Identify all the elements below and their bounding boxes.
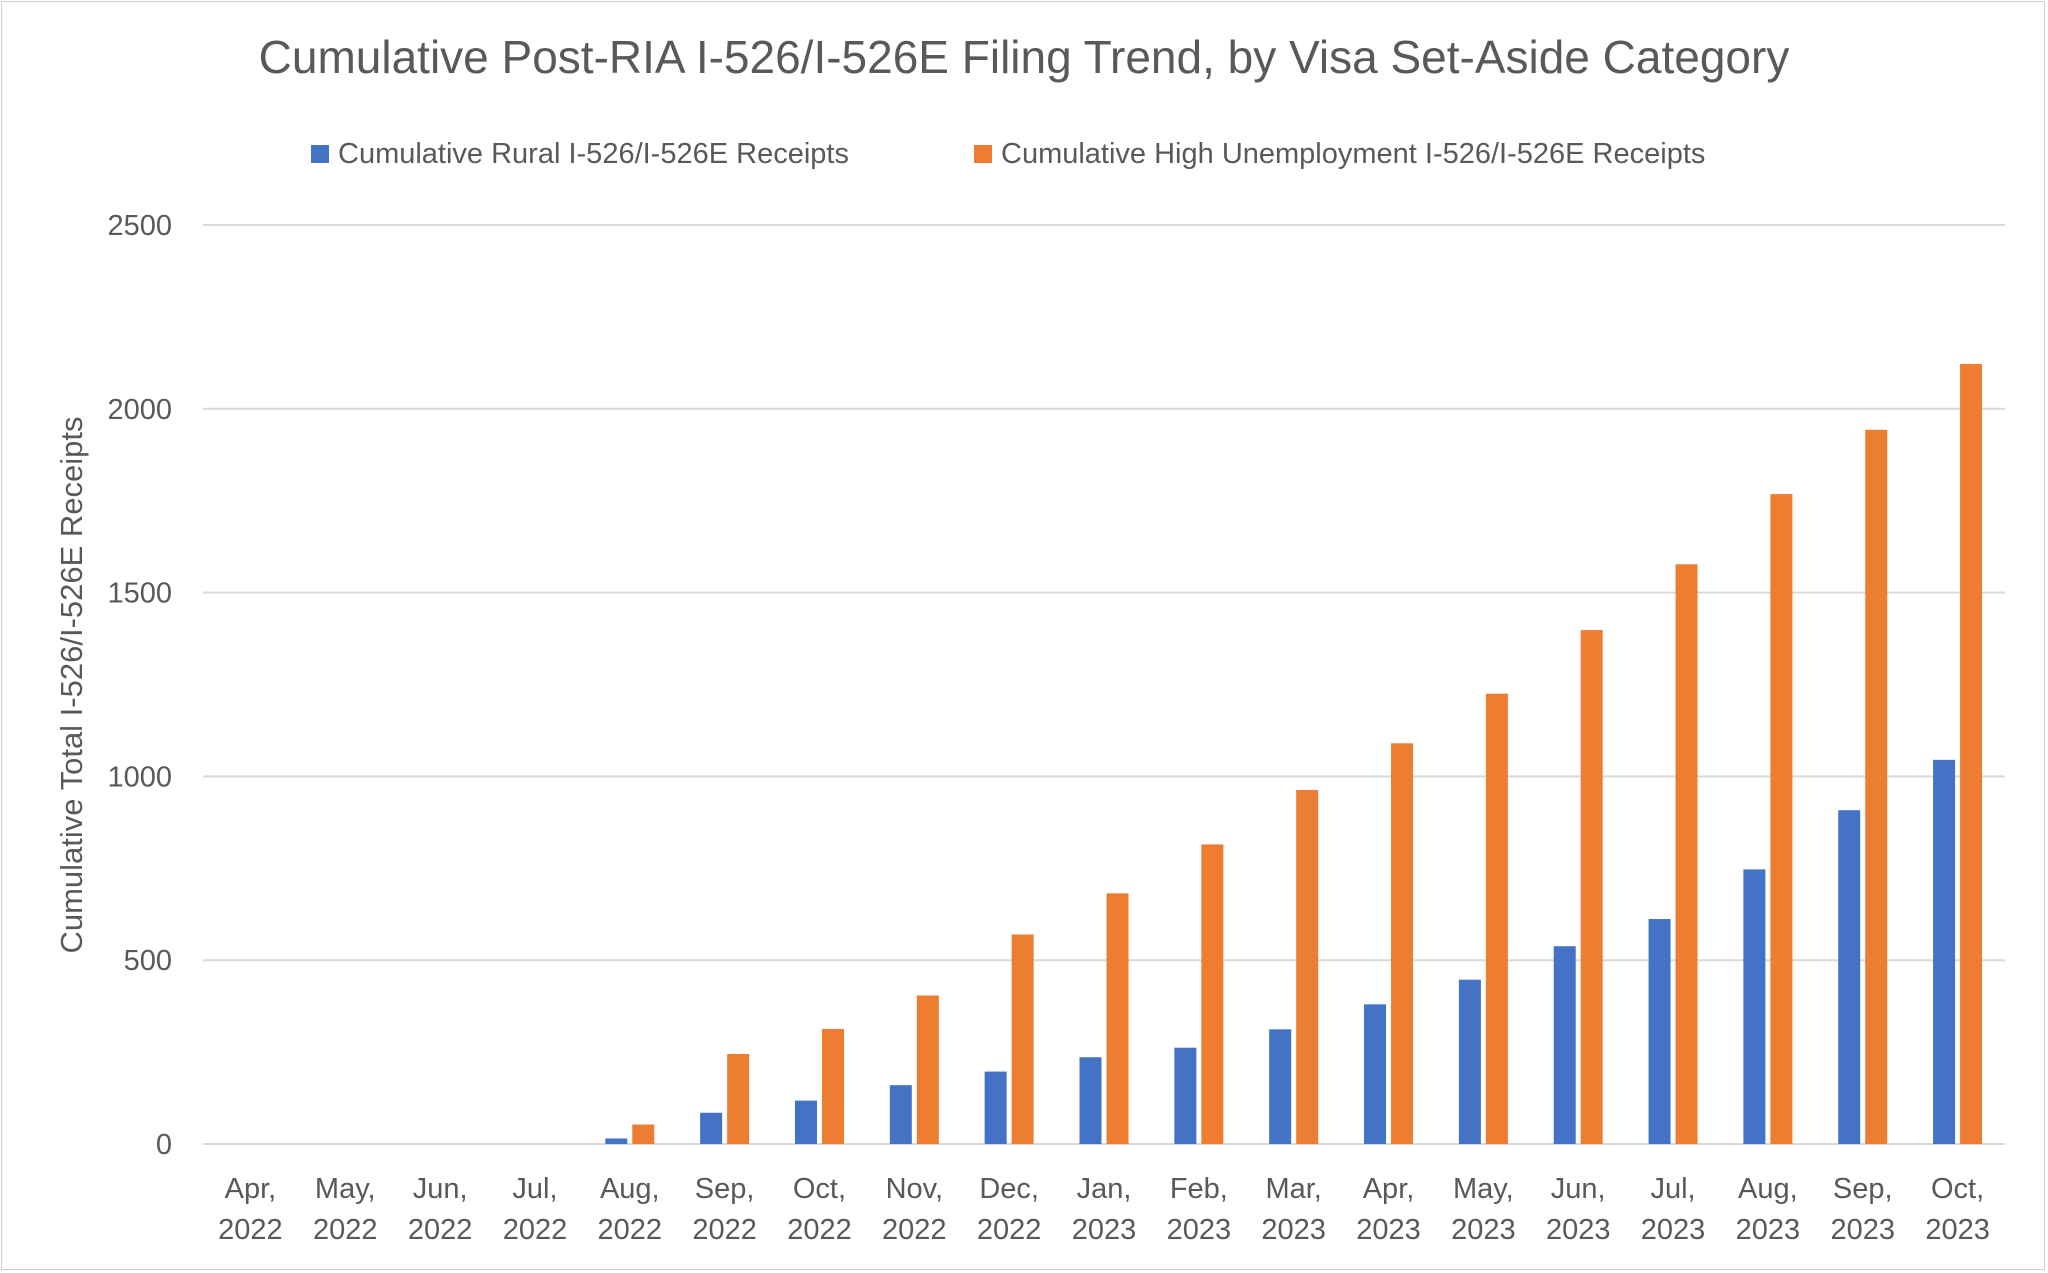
x-tick-label-year: 2023 — [1167, 1214, 1232, 1246]
x-tick-label-year: 2023 — [1641, 1214, 1706, 1246]
x-tick-label: Apr, — [225, 1173, 277, 1205]
x-tick-label-year: 2022 — [218, 1214, 283, 1246]
bar-rural — [1364, 1004, 1387, 1144]
bar-rural — [1079, 1057, 1102, 1144]
x-tick-label: Nov, — [886, 1173, 943, 1205]
bar-rural — [1743, 869, 1766, 1144]
y-tick-label: 2500 — [107, 210, 172, 242]
x-tick-label-year: 2023 — [1736, 1214, 1801, 1246]
y-tick-label: 2000 — [107, 394, 172, 426]
x-tick-label-year: 2022 — [692, 1214, 757, 1246]
y-tick-label: 0 — [156, 1129, 172, 1161]
x-tick-label-year: 2023 — [1451, 1214, 1516, 1246]
x-tick-label: Dec, — [979, 1173, 1039, 1205]
bar-high-unemployment — [1201, 844, 1224, 1144]
x-tick-label-year: 2022 — [977, 1214, 1042, 1246]
bar-rural — [1269, 1029, 1292, 1144]
x-tick-label: May, — [1453, 1173, 1514, 1205]
x-tick-label-year: 2023 — [1830, 1214, 1895, 1246]
bar-high-unemployment — [1580, 630, 1603, 1144]
x-tick-label-year: 2023 — [1072, 1214, 1137, 1246]
x-tick-label-year: 2022 — [598, 1214, 663, 1246]
bar-rural — [1933, 759, 1956, 1144]
x-tick-label: Jul, — [1650, 1173, 1695, 1205]
x-tick-label: Feb, — [1170, 1173, 1228, 1205]
x-tick-label: Jul, — [512, 1173, 557, 1205]
x-tick-label-year: 2022 — [882, 1214, 947, 1246]
x-tick-label: Oct, — [1931, 1173, 1984, 1205]
bar-rural — [1648, 919, 1671, 1144]
bar-high-unemployment — [727, 1053, 750, 1144]
x-tick-label: Sep, — [1833, 1173, 1893, 1205]
bar-high-unemployment — [1011, 934, 1034, 1144]
bar-high-unemployment — [1296, 790, 1319, 1144]
x-tick-label: Jun, — [1551, 1173, 1606, 1205]
y-tick-label: 500 — [124, 945, 172, 977]
x-tick-label-year: 2022 — [408, 1214, 473, 1246]
bar-rural — [1458, 979, 1481, 1144]
bar-high-unemployment — [1485, 693, 1508, 1144]
bar-rural — [1553, 946, 1576, 1144]
bar-high-unemployment — [1675, 564, 1698, 1144]
x-tick-label: May, — [315, 1173, 376, 1205]
legend-label-high-unemployment: Cumulative High Unemployment I-526/I-526… — [1001, 137, 1706, 170]
bar-high-unemployment — [632, 1124, 655, 1144]
x-tick-label: Sep, — [695, 1173, 755, 1205]
bar-high-unemployment — [1106, 893, 1129, 1144]
y-tick-label: 1500 — [107, 578, 172, 610]
x-tick-label-year: 2023 — [1356, 1214, 1421, 1246]
bar-high-unemployment — [1865, 429, 1888, 1145]
bar-rural — [889, 1085, 912, 1144]
x-tick-label: Oct, — [793, 1173, 846, 1205]
y-tick-label: 1000 — [107, 761, 172, 793]
bar-rural — [605, 1138, 628, 1144]
x-tick-label: Apr, — [1363, 1173, 1415, 1205]
x-tick-label: Jan, — [1077, 1173, 1132, 1205]
x-tick-label-year: 2023 — [1546, 1214, 1611, 1246]
bar-high-unemployment — [1770, 494, 1793, 1144]
chart-legend: Cumulative Rural I-526/I-526E Receipts C… — [0, 134, 2048, 174]
bar-rural — [1838, 810, 1861, 1144]
x-tick-label-year: 2022 — [313, 1214, 378, 1246]
bar-rural — [794, 1100, 817, 1144]
bar-high-unemployment — [916, 995, 939, 1144]
legend-item-high-unemployment: Cumulative High Unemployment I-526/I-526… — [974, 134, 1705, 174]
x-tick-label-year: 2023 — [1925, 1214, 1990, 1246]
bar-rural — [984, 1071, 1007, 1144]
bar-rural — [700, 1112, 723, 1144]
x-tick-label-year: 2022 — [503, 1214, 568, 1246]
legend-swatch-rural — [311, 145, 329, 163]
x-tick-label-year: 2022 — [787, 1214, 852, 1246]
bar-high-unemployment — [1960, 363, 1983, 1145]
legend-item-rural: Cumulative Rural I-526/I-526E Receipts — [311, 134, 849, 174]
x-tick-label: Aug, — [600, 1173, 660, 1205]
x-tick-label: Aug, — [1738, 1173, 1798, 1205]
bar-high-unemployment — [1391, 743, 1414, 1144]
x-tick-label: Mar, — [1265, 1173, 1321, 1205]
chart-title: Cumulative Post-RIA I-526/I-526E Filing … — [258, 31, 1790, 83]
legend-swatch-high-unemployment — [974, 145, 992, 163]
bar-rural — [1174, 1047, 1197, 1144]
x-tick-label-year: 2023 — [1261, 1214, 1326, 1246]
bar-high-unemployment — [821, 1028, 844, 1144]
x-tick-label: Jun, — [413, 1173, 468, 1205]
legend-label-rural: Cumulative Rural I-526/I-526E Receipts — [338, 137, 849, 170]
